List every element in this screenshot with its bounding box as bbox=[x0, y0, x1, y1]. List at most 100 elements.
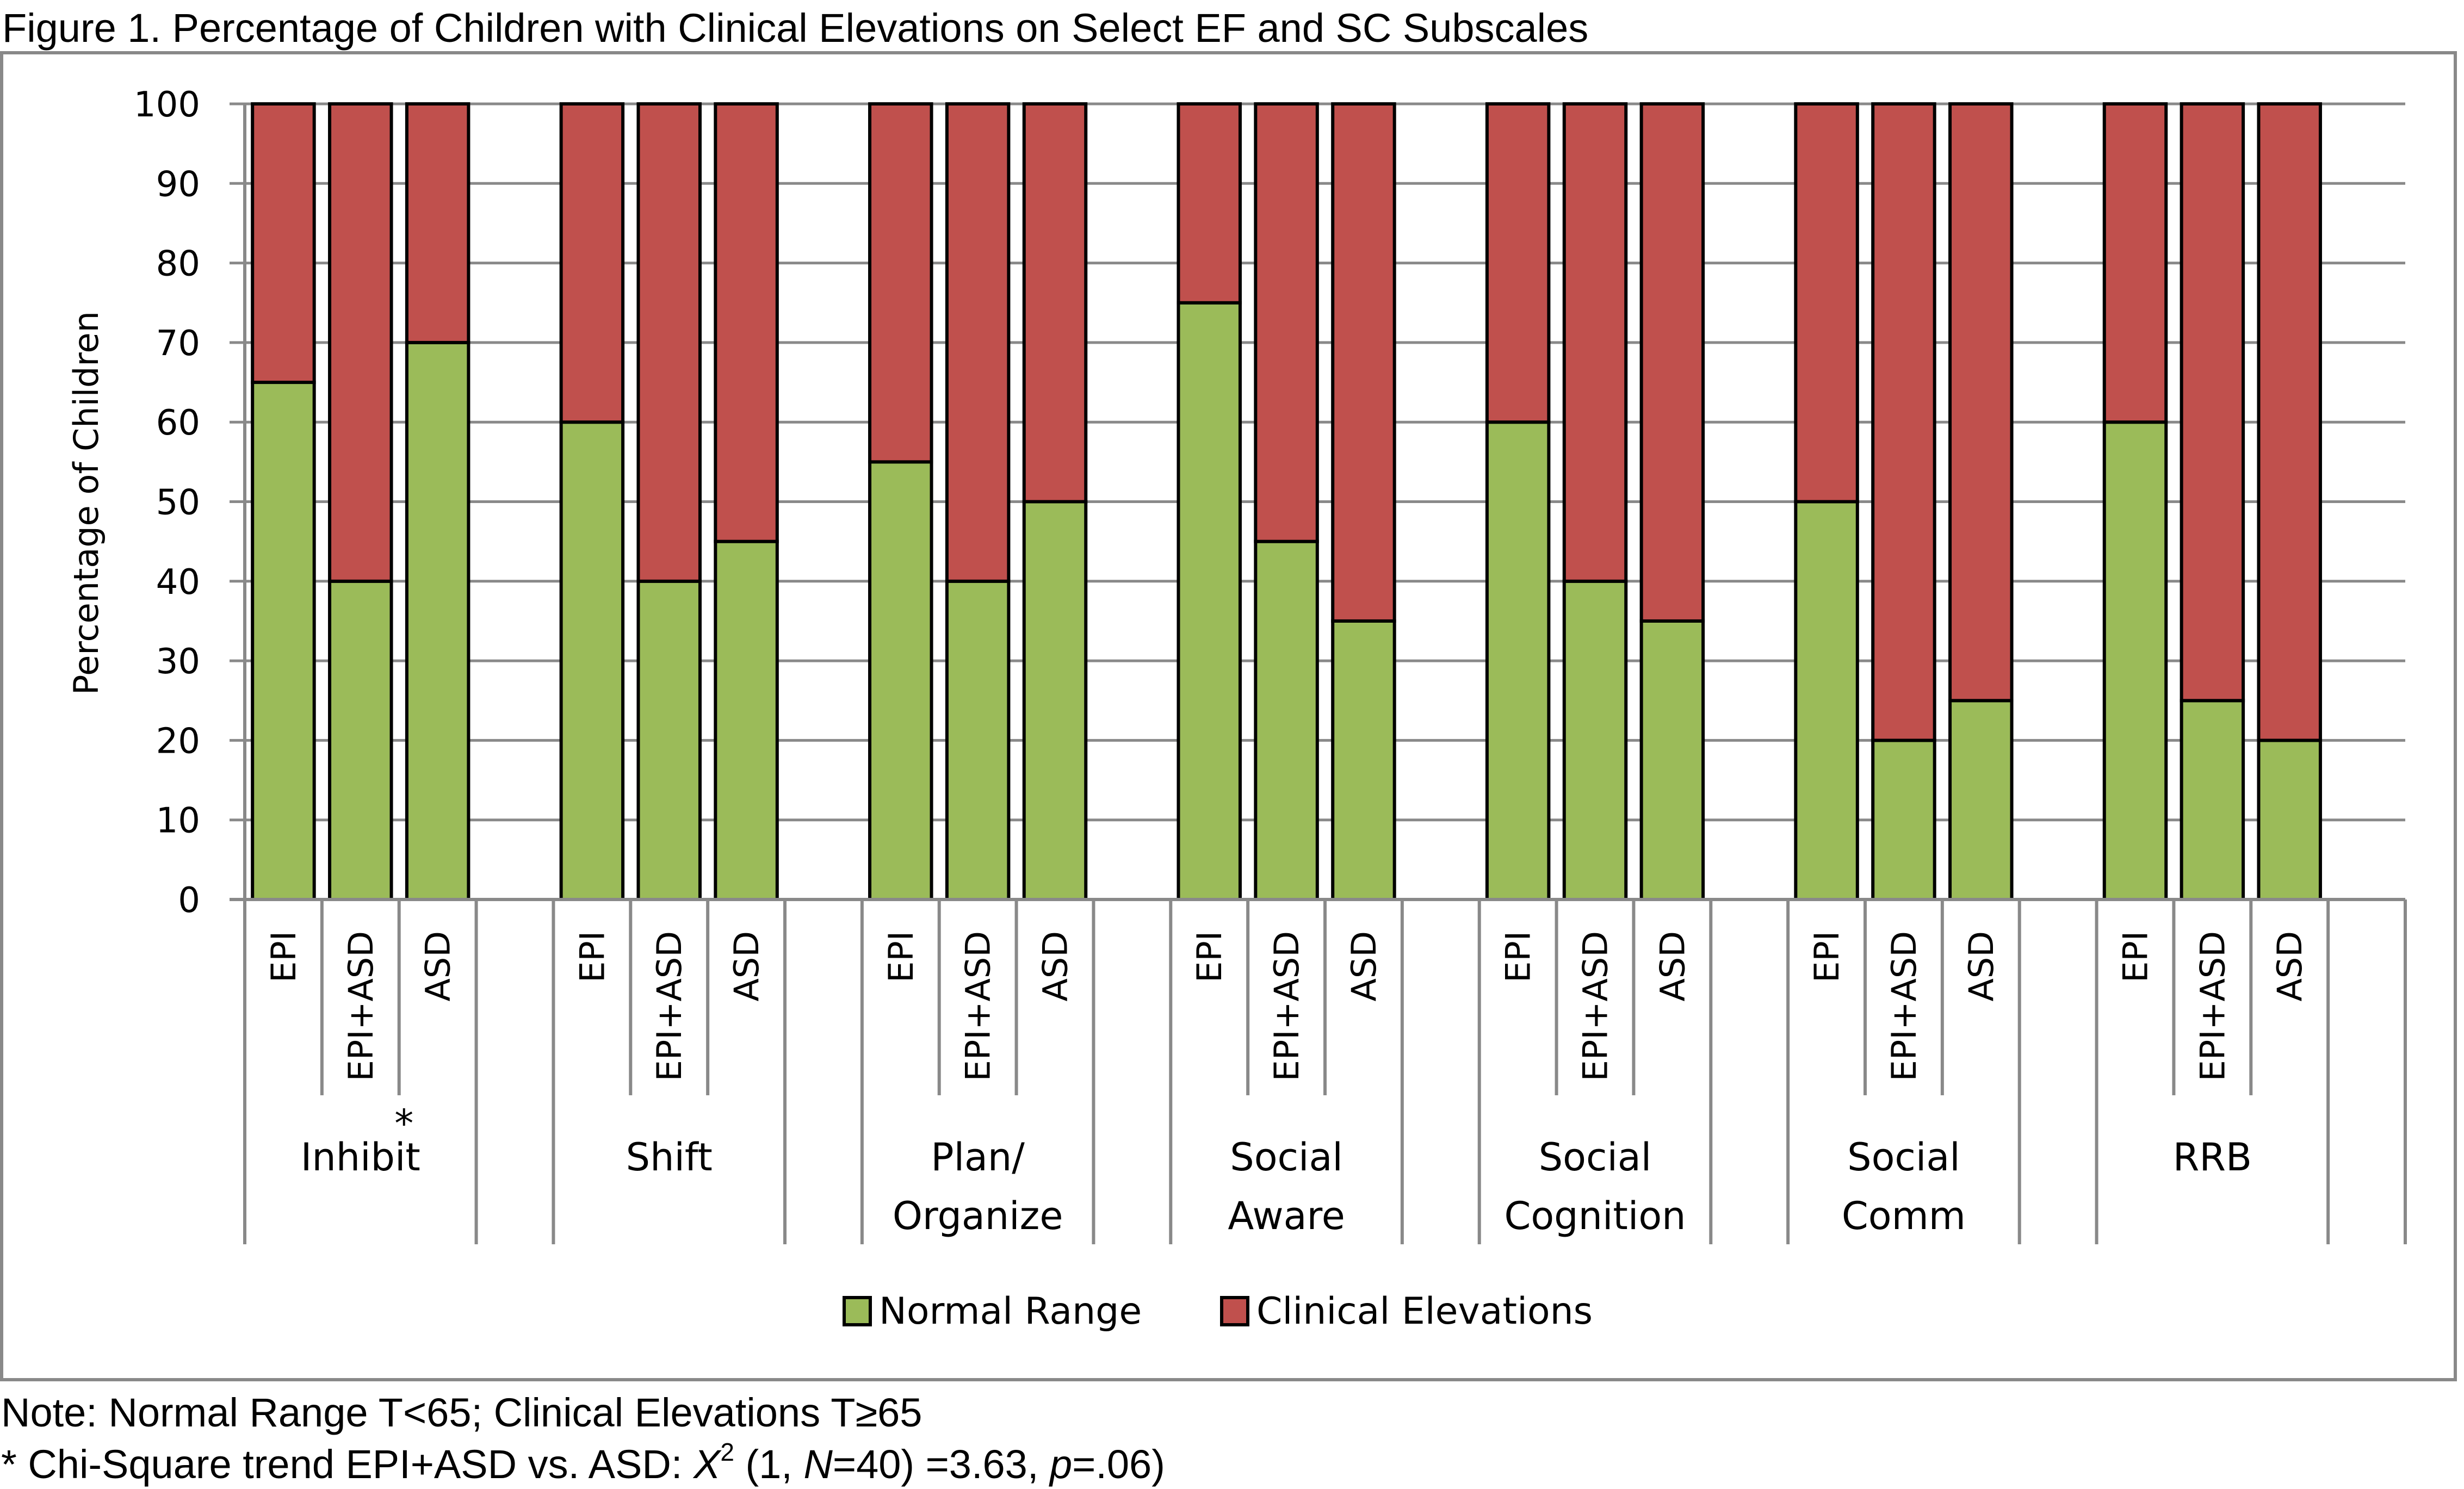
subgroup-label: EPI+ASD bbox=[1267, 931, 1307, 1081]
subgroup-label: ASD bbox=[1036, 931, 1075, 1002]
bar-normal-range bbox=[1177, 301, 1242, 901]
subgroup-label: EPI bbox=[1190, 931, 1229, 983]
subgroup-label: EPI bbox=[1807, 931, 1847, 983]
bar-clinical-elevations bbox=[2102, 102, 2168, 424]
group-label: RRB bbox=[2173, 1135, 2252, 1180]
subgroup-label: ASD bbox=[1344, 931, 1384, 1002]
bar-clinical-elevations bbox=[2180, 102, 2245, 703]
bar-normal-range bbox=[251, 381, 316, 901]
bar-normal-range bbox=[714, 539, 779, 901]
bar-normal-range bbox=[2180, 699, 2245, 901]
group-label: Organize bbox=[893, 1194, 1063, 1238]
y-tick-label: 100 bbox=[134, 85, 200, 125]
y-tick-label: 50 bbox=[156, 483, 200, 523]
group-label: Social bbox=[1539, 1135, 1652, 1180]
bar-normal-range bbox=[636, 579, 702, 902]
bar-clinical-elevations bbox=[1331, 102, 1396, 623]
bar-clinical-elevations bbox=[251, 102, 316, 384]
subgroup-label: ASD bbox=[1961, 931, 2001, 1002]
legend-swatch-clinical-elevations bbox=[1220, 1296, 1249, 1326]
n-value: =40) =3.63, bbox=[833, 1442, 1050, 1487]
subgroup-label: ASD bbox=[418, 931, 458, 1002]
significance-asterisk: * bbox=[394, 1101, 413, 1146]
group-label: Social bbox=[1230, 1135, 1343, 1180]
y-tick-label: 30 bbox=[156, 642, 200, 682]
subgroup-label: ASD bbox=[1652, 931, 1692, 1002]
bar-normal-range bbox=[328, 579, 393, 902]
bar-normal-range bbox=[2102, 420, 2168, 901]
bar-clinical-elevations bbox=[1562, 102, 1628, 583]
legend-swatch-normal-range bbox=[843, 1296, 872, 1326]
bar-clinical-elevations bbox=[714, 102, 779, 543]
n-symbol: N bbox=[803, 1442, 833, 1487]
bar-clinical-elevations bbox=[636, 102, 702, 583]
axes bbox=[230, 104, 2407, 1244]
y-tick-label: 60 bbox=[156, 403, 200, 443]
group-label: Inhibit bbox=[301, 1135, 420, 1180]
figure-title: Figure 1. Percentage of Children with Cl… bbox=[2, 5, 1588, 51]
bar-clinical-elevations bbox=[1177, 102, 1242, 305]
bar-normal-range bbox=[1562, 579, 1628, 902]
bar-normal-range bbox=[1485, 420, 1551, 901]
y-tick-label: 0 bbox=[178, 880, 200, 921]
bar-clinical-elevations bbox=[405, 102, 470, 344]
bar-normal-range bbox=[868, 460, 933, 901]
subgroup-label: EPI+ASD bbox=[958, 931, 998, 1081]
bar-clinical-elevations bbox=[1639, 102, 1705, 623]
subgroup-label: EPI+ASD bbox=[1884, 931, 1924, 1081]
chi-superscript: 2 bbox=[720, 1438, 734, 1466]
subgroup-label: EPI+ASD bbox=[1576, 931, 1615, 1081]
bar-normal-range bbox=[945, 579, 1011, 902]
y-tick-label: 80 bbox=[156, 244, 200, 284]
y-tick-label: 20 bbox=[156, 721, 200, 761]
bar-normal-range bbox=[1871, 739, 1936, 902]
subgroup-label: EPI bbox=[1499, 931, 1538, 983]
legend-label-normal-range: Normal Range bbox=[879, 1290, 1142, 1333]
subgroup-label: EPI bbox=[2116, 931, 2156, 983]
group-label: Shift bbox=[626, 1135, 713, 1180]
bar-normal-range bbox=[559, 420, 625, 901]
bar-clinical-elevations bbox=[1254, 102, 1319, 543]
bar-clinical-elevations bbox=[1948, 102, 2014, 703]
y-axis-title: Percentage of Children bbox=[66, 311, 106, 695]
legend-label-clinical-elevations: Clinical Elevations bbox=[1256, 1290, 1593, 1333]
y-tick-label: 40 bbox=[156, 562, 200, 603]
group-label: Social bbox=[1847, 1135, 1960, 1180]
bar-clinical-elevations bbox=[559, 102, 625, 424]
bar-normal-range bbox=[2257, 739, 2322, 902]
y-tick-labels: 0 10 20 30 40 50 60 70 80 90 100 bbox=[134, 85, 200, 921]
bar-clinical-elevations bbox=[328, 102, 393, 583]
subgroup-label: EPI bbox=[572, 931, 612, 983]
note-prefix: * Chi-Square trend EPI+ASD vs. ASD: bbox=[1, 1442, 694, 1487]
p-symbol: p bbox=[1049, 1442, 1072, 1487]
subgroup-label: EPI bbox=[881, 931, 921, 983]
subgroup-label: EPI+ASD bbox=[649, 931, 689, 1081]
group-label: Comm bbox=[1842, 1194, 1966, 1238]
subgroup-label: ASD bbox=[727, 931, 766, 1002]
bars bbox=[251, 102, 2322, 902]
y-tick-label: 70 bbox=[156, 324, 200, 364]
bar-normal-range bbox=[1331, 619, 1396, 901]
y-tick-label: 10 bbox=[156, 801, 200, 841]
bar-normal-range bbox=[1254, 539, 1319, 901]
note-line-1: Note: Normal Range T<65; Clinical Elevat… bbox=[1, 1390, 922, 1435]
subgroup-label: EPI bbox=[264, 931, 304, 983]
x-category-labels: EPI EPI+ASD ASD Inhibit* EPI EPI+ASD ASD Shift E… bbox=[264, 931, 2310, 1238]
legend: Normal Range Clinical Elevations bbox=[843, 1290, 1593, 1333]
subgroup-label: ASD bbox=[2270, 931, 2310, 1002]
group-label: Aware bbox=[1228, 1194, 1345, 1238]
note-line-2: * Chi-Square trend EPI+ASD vs. ASD: X2 (… bbox=[1, 1438, 1165, 1487]
bar-normal-range bbox=[1639, 619, 1705, 901]
subgroup-label: EPI+ASD bbox=[341, 931, 381, 1081]
bar-clinical-elevations bbox=[1871, 102, 1936, 742]
bar-clinical-elevations bbox=[1022, 102, 1088, 504]
bar-clinical-elevations bbox=[868, 102, 933, 464]
group-label: Cognition bbox=[1504, 1194, 1686, 1238]
group-label: Plan/ bbox=[931, 1135, 1025, 1180]
bar-clinical-elevations bbox=[2257, 102, 2322, 742]
subgroup-label: EPI+ASD bbox=[2193, 931, 2232, 1081]
bar-normal-range bbox=[405, 340, 470, 901]
bar-normal-range bbox=[1022, 500, 1088, 901]
bar-normal-range bbox=[1948, 699, 2014, 901]
